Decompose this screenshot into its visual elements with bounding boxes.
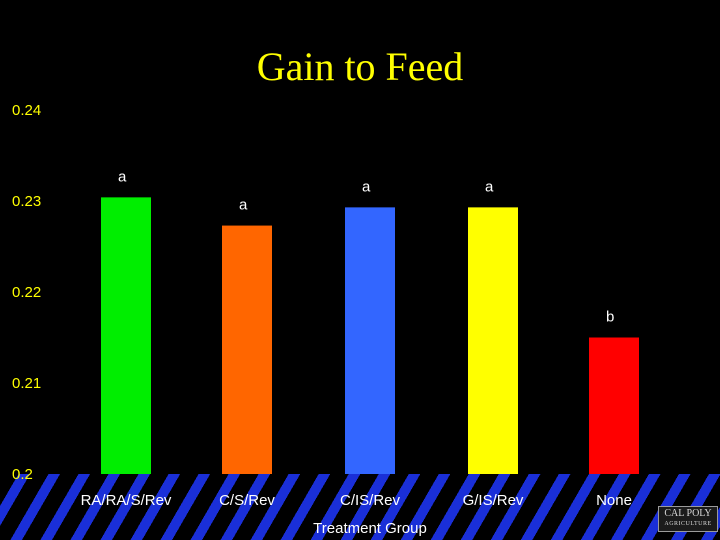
- chart-title: Gain to Feed: [256, 44, 464, 89]
- x-tick-label: G/IS/Rev: [463, 492, 524, 509]
- bars: [101, 197, 639, 475]
- y-axis-ticks: 0.2 0.21 0.22 0.23 0.24: [12, 102, 41, 483]
- data-label: b: [606, 309, 614, 326]
- logo-line2: AGRICULTURE: [664, 521, 712, 527]
- x-tick-label: C/S/Rev: [219, 492, 275, 509]
- data-labels: a a a a b: [118, 168, 614, 325]
- cal-poly-logo: CAL POLY AGRICULTURE: [658, 506, 718, 532]
- y-tick-label: 0.24: [12, 102, 41, 119]
- x-axis-label: Treatment Group: [313, 520, 427, 537]
- y-tick-label: 0.21: [12, 375, 41, 392]
- x-tick-label: RA/RA/S/Rev: [81, 492, 172, 509]
- y-tick-label: 0.23: [12, 193, 41, 210]
- x-tick-label: None: [596, 492, 632, 509]
- x-axis-ticks: RA/RA/S/Rev C/S/Rev C/IS/Rev G/IS/Rev None: [81, 492, 632, 509]
- data-label: a: [362, 178, 371, 195]
- bar-g-is-rev: [468, 207, 518, 474]
- y-tick-label: 0.22: [12, 284, 41, 301]
- bar-none: [589, 337, 639, 474]
- data-label: a: [485, 178, 494, 195]
- striped-floor-background: [0, 474, 720, 540]
- bar-c-is-rev: [345, 207, 395, 474]
- data-label: a: [118, 168, 127, 185]
- data-label: a: [239, 197, 248, 214]
- bar-ra-ra-s-rev: [101, 197, 151, 475]
- x-tick-label: C/IS/Rev: [340, 492, 401, 509]
- logo-line1: CAL POLY: [664, 508, 712, 519]
- y-tick-label: 0.2: [12, 466, 33, 483]
- bar-c-s-rev: [222, 225, 272, 474]
